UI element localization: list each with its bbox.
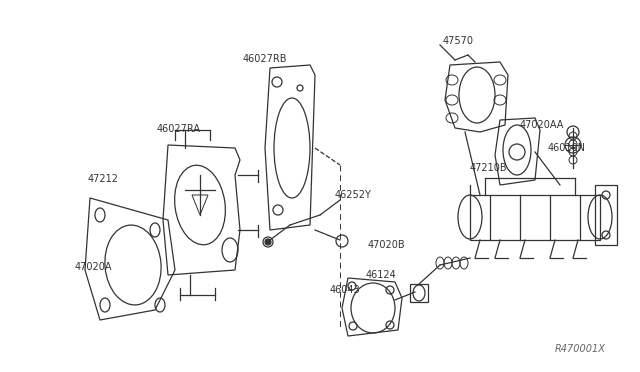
Text: 47020B: 47020B xyxy=(368,240,406,250)
Text: 47210B: 47210B xyxy=(470,163,508,173)
Text: 46027RB: 46027RB xyxy=(243,54,287,64)
Circle shape xyxy=(265,239,271,245)
Bar xyxy=(410,284,428,302)
Text: R470001X: R470001X xyxy=(555,344,606,354)
Text: 47212: 47212 xyxy=(88,174,119,184)
Text: 46010N: 46010N xyxy=(548,143,586,153)
Text: 47020AA: 47020AA xyxy=(520,120,564,130)
Text: 46252Y: 46252Y xyxy=(335,190,372,200)
Text: 47020A: 47020A xyxy=(75,262,113,272)
Text: 46124: 46124 xyxy=(366,270,397,280)
Text: 47570: 47570 xyxy=(443,36,474,46)
Text: 46043: 46043 xyxy=(330,285,360,295)
Bar xyxy=(595,185,617,245)
Text: 46027RA: 46027RA xyxy=(157,124,201,134)
Bar xyxy=(470,195,600,240)
